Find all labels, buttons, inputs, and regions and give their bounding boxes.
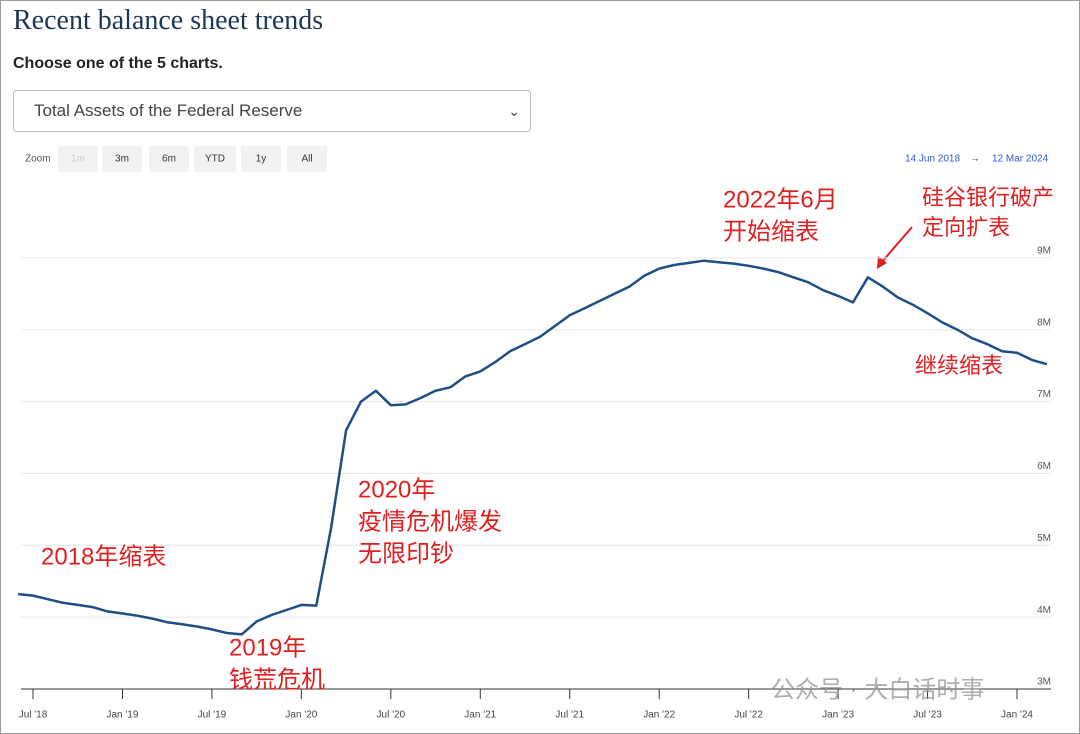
zoom-button-label[interactable]: YTD bbox=[205, 154, 225, 165]
page-title: Recent balance sheet trends bbox=[13, 5, 324, 36]
series-line bbox=[17, 259, 1048, 636]
annotation: 硅谷银行破产 bbox=[922, 185, 1054, 210]
x-tick-label: Jul '21 bbox=[555, 710, 584, 721]
zoom-button-label[interactable]: 3m bbox=[115, 154, 129, 165]
annotation: 钱荒危机 bbox=[229, 666, 325, 693]
zoom-button[interactable] bbox=[241, 146, 281, 172]
chart-select[interactable]: Total Assets of the Federal Reserve ⌄ bbox=[13, 90, 531, 132]
chevron: ⌄ bbox=[508, 103, 520, 119]
x-tick-label: Jan '24 bbox=[1001, 710, 1033, 721]
zoom-label: Zoom bbox=[25, 154, 51, 165]
watermark: 公众号 · 大白话时事 bbox=[771, 676, 984, 703]
annotation: 疫情危机爆发 bbox=[358, 508, 502, 535]
zoom-button-label[interactable]: 1m bbox=[71, 154, 85, 165]
annotation: 继续缩表 bbox=[915, 353, 1003, 378]
y-tick-label: 5M bbox=[1037, 533, 1051, 544]
annotation: 开始缩表 bbox=[723, 218, 819, 245]
range-arrow: → bbox=[970, 154, 980, 165]
y-tick-label: 6M bbox=[1037, 461, 1051, 472]
x-tick-label: Jul '18 bbox=[19, 710, 48, 721]
zoom-button[interactable] bbox=[149, 146, 189, 172]
x-tick-label: Jan '22 bbox=[643, 710, 675, 721]
y-tick-label: 4M bbox=[1037, 605, 1051, 616]
y-tick-label: 3M bbox=[1037, 677, 1051, 688]
annotation: 定向扩表 bbox=[922, 215, 1010, 240]
zoom-button-label[interactable]: All bbox=[301, 154, 312, 165]
zoom-button[interactable] bbox=[287, 146, 327, 172]
zoom-button[interactable] bbox=[58, 146, 98, 172]
x-tick-label: Jan '23 bbox=[822, 710, 854, 721]
zoom-button[interactable] bbox=[102, 146, 142, 172]
zoom-button-label[interactable]: 6m bbox=[162, 154, 176, 165]
y-tick-label: 9M bbox=[1037, 245, 1051, 256]
y-tick-label: 7M bbox=[1037, 389, 1051, 400]
x-tick-label: Jan '20 bbox=[285, 710, 317, 721]
x-tick-label: Jan '19 bbox=[106, 710, 138, 721]
annotation: 2019年 bbox=[229, 634, 306, 661]
annotation: 2018年缩表 bbox=[41, 543, 166, 570]
prompt: Choose one of the 5 charts. bbox=[13, 55, 223, 72]
x-tick-label: Jul '19 bbox=[198, 710, 227, 721]
y-tick-label: 8M bbox=[1037, 317, 1051, 328]
zoom-button-label[interactable]: 1y bbox=[256, 154, 267, 165]
annotation: 2022年6月 bbox=[723, 186, 838, 213]
annotation: 2020年 bbox=[358, 476, 435, 503]
annotation-arrow bbox=[880, 226, 913, 264]
x-tick-label: Jan '21 bbox=[464, 710, 496, 721]
arrow-head bbox=[877, 256, 887, 269]
range-to[interactable]: 12 Mar 2024 bbox=[992, 154, 1049, 165]
zoom-button[interactable] bbox=[194, 146, 236, 172]
range-from[interactable]: 14 Jun 2018 bbox=[905, 154, 960, 165]
x-tick-label: Jul '22 bbox=[734, 710, 763, 721]
x-tick-label: Jul '23 bbox=[913, 710, 942, 721]
select-value: Total Assets of the Federal Reserve bbox=[34, 101, 303, 120]
x-tick-label: Jul '20 bbox=[377, 710, 406, 721]
annotation: 无限印钞 bbox=[358, 540, 454, 567]
